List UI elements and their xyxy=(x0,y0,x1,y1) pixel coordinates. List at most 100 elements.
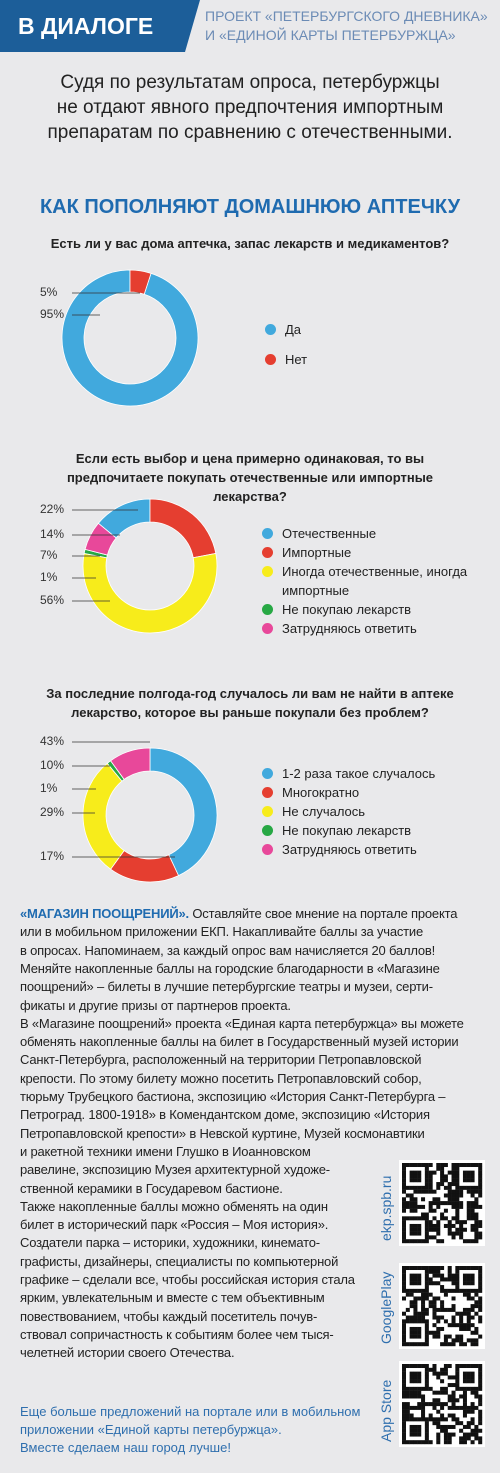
qr-cell xyxy=(402,1379,407,1384)
qr-cell xyxy=(402,1342,407,1347)
qr-cell xyxy=(455,1204,460,1209)
qr-cell xyxy=(421,1402,426,1407)
qr-cell xyxy=(466,1375,471,1380)
qr-cell xyxy=(459,1323,464,1328)
qr-cell xyxy=(474,1432,479,1437)
qr-cell xyxy=(447,1185,452,1190)
qr-cell xyxy=(405,1239,410,1244)
qr-cell xyxy=(402,1182,407,1187)
qr-cell xyxy=(451,1375,456,1380)
qr-cell xyxy=(428,1277,433,1282)
qr-cell xyxy=(478,1182,483,1187)
qr-cell xyxy=(443,1367,448,1372)
legend-swatch xyxy=(262,806,273,817)
qr-cell xyxy=(466,1273,471,1278)
qr-cell xyxy=(455,1277,460,1282)
qr-cell xyxy=(478,1367,483,1372)
qr-cell xyxy=(474,1266,479,1271)
qr-cell xyxy=(436,1375,441,1380)
qr-cell xyxy=(402,1405,407,1410)
qr-cell xyxy=(443,1178,448,1183)
value-label: 7% xyxy=(40,548,58,562)
qr-cell xyxy=(443,1432,448,1437)
qr-cell xyxy=(440,1402,445,1407)
promo-line: Петроград. 1800-1918» в Комендантском до… xyxy=(20,1107,430,1123)
legend-swatch xyxy=(262,768,273,779)
qr-cell xyxy=(466,1212,471,1217)
qr-cell xyxy=(436,1334,441,1339)
qr-cell xyxy=(421,1394,426,1399)
promo-line: Петропавловской крепости» в Невской курт… xyxy=(20,1125,425,1141)
qr-cell xyxy=(424,1323,429,1328)
qr-cell xyxy=(478,1398,483,1403)
qr-cell xyxy=(470,1185,475,1190)
qr-cell xyxy=(474,1201,479,1206)
qr-cell xyxy=(459,1319,464,1324)
qr-cell xyxy=(451,1189,456,1194)
qr-cell xyxy=(432,1304,437,1309)
qr-cell xyxy=(436,1201,441,1206)
qr-cell xyxy=(417,1319,422,1324)
qr-cell xyxy=(436,1220,441,1225)
qr-cell xyxy=(402,1394,407,1399)
promo-line: В «Магазине поощрений» проекта «Единая к… xyxy=(20,1015,464,1031)
promo-line: равелине, экспозицию Музея архитектурной… xyxy=(20,1162,330,1178)
qr-cell xyxy=(402,1386,407,1391)
qr-cell xyxy=(462,1342,467,1347)
qr-cell xyxy=(470,1174,475,1179)
qr-cell xyxy=(421,1440,426,1445)
qr-cell xyxy=(440,1239,445,1244)
qr-cell xyxy=(474,1338,479,1343)
qr-cell xyxy=(421,1216,426,1221)
qr-cell xyxy=(443,1402,448,1407)
qr-cell xyxy=(409,1208,414,1213)
qr-cell xyxy=(417,1216,422,1221)
chart-question: Если есть выбор и цена примерно одинаков… xyxy=(66,451,434,504)
qr-cell xyxy=(466,1281,471,1286)
qr-cell xyxy=(428,1204,433,1209)
qr-cell xyxy=(462,1185,467,1190)
qr-cell xyxy=(466,1386,471,1391)
qr-cell xyxy=(459,1204,464,1209)
qr-cell xyxy=(443,1371,448,1376)
qr-cell xyxy=(428,1281,433,1286)
qr-cell xyxy=(413,1201,418,1206)
promo-line: билет в исторический парк «Россия – Моя … xyxy=(20,1217,329,1233)
qr-cell xyxy=(428,1292,433,1297)
qr-cell xyxy=(409,1273,414,1278)
qr-cell xyxy=(413,1405,418,1410)
qr-cell xyxy=(413,1281,418,1286)
qr-cell xyxy=(443,1201,448,1206)
qr-cell xyxy=(424,1421,429,1426)
qr-cell xyxy=(402,1417,407,1422)
qr-cell xyxy=(474,1220,479,1225)
qr-cell xyxy=(428,1163,433,1168)
qr-cell xyxy=(451,1273,456,1278)
promo-line: и ракетной техники имени Глушко в Иоанно… xyxy=(20,1143,311,1159)
qr-cell xyxy=(459,1311,464,1316)
qr-cell xyxy=(478,1189,483,1194)
qr-cell xyxy=(443,1319,448,1324)
qr-cell xyxy=(417,1178,422,1183)
qr-cell xyxy=(459,1193,464,1198)
qr-cell xyxy=(462,1311,467,1316)
qr-cell xyxy=(447,1201,452,1206)
qr-cell xyxy=(440,1379,445,1384)
qr-cell xyxy=(443,1163,448,1168)
donut-segment xyxy=(149,747,218,877)
qr-cell xyxy=(451,1193,456,1198)
qr-cell xyxy=(462,1326,467,1331)
qr-cell xyxy=(451,1402,456,1407)
qr-cell xyxy=(455,1231,460,1236)
qr-cell xyxy=(413,1379,418,1384)
qr-cell xyxy=(413,1311,418,1316)
qr-cell xyxy=(417,1375,422,1380)
qr-cell xyxy=(462,1375,467,1380)
qr-cell xyxy=(451,1201,456,1206)
qr-cell xyxy=(470,1216,475,1221)
qr-cell xyxy=(417,1227,422,1232)
qr-cell xyxy=(436,1326,441,1331)
promo-line: тюрьму Трубецкого бастиона, экспозицию «… xyxy=(20,1089,446,1104)
qr-cell xyxy=(413,1204,418,1209)
promo-line: фикаты и другие призы от партнеров проек… xyxy=(20,997,291,1013)
